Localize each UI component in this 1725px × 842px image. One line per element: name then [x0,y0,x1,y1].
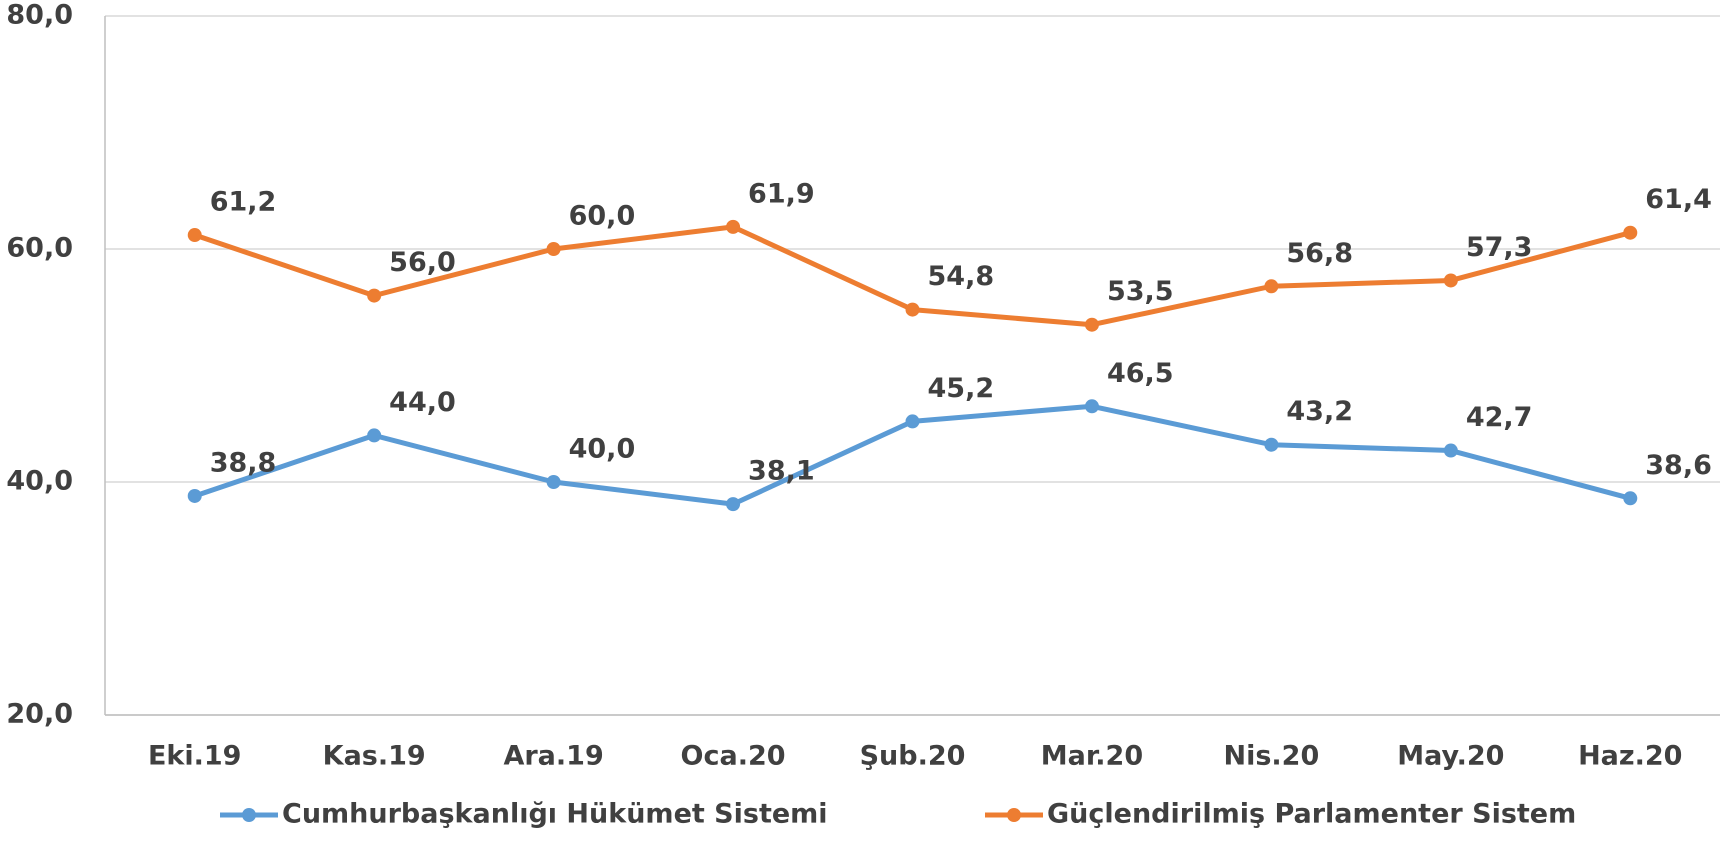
data-point [905,414,920,429]
data-point [1084,317,1099,332]
data-point [1623,491,1638,506]
y-tick-label: 20,0 [6,699,73,730]
y-tick-label: 40,0 [6,466,73,497]
legend-marker [1007,808,1021,822]
data-point [1623,225,1638,240]
data-point [1264,437,1279,452]
x-tick-label: Haz.20 [1578,741,1682,772]
data-point [1264,279,1279,294]
data-label: 61,4 [1645,184,1712,215]
x-tick-label: May.20 [1397,741,1504,772]
data-label: 60,0 [569,201,636,232]
data-label: 61,9 [748,178,815,209]
data-label: 54,8 [928,261,995,292]
x-tick-label: Oca.20 [681,741,786,772]
data-label: 53,5 [1107,276,1174,307]
data-point [546,242,561,256]
data-point [367,288,382,303]
data-label: 42,7 [1466,402,1533,433]
data-label: 38,1 [748,456,815,487]
data-label: 56,0 [389,247,456,278]
data-label: 43,2 [1286,396,1353,427]
data-point [1443,443,1458,458]
x-tick-label: Kas.19 [323,741,426,772]
data-point [187,228,202,243]
legend-label: Güçlendirilmiş Parlamenter Sistem [1047,799,1576,830]
data-label: 44,0 [389,387,456,418]
data-label: 46,5 [1107,358,1174,389]
y-tick-label: 60,0 [6,233,73,264]
data-label: 40,0 [569,434,636,465]
data-point [367,428,382,443]
data-point [905,302,920,317]
data-label: 56,8 [1286,238,1353,269]
y-tick-label: 80,0 [6,0,73,31]
data-label: 45,2 [928,373,995,404]
data-label: 61,2 [210,187,277,218]
data-point [1084,399,1099,414]
x-tick-label: Nis.20 [1224,741,1320,772]
x-tick-label: Mar.20 [1041,741,1143,772]
x-tick-label: Eki.19 [148,741,242,772]
data-point [726,219,741,234]
data-point [726,497,741,512]
legend-marker [242,808,256,822]
data-label: 38,8 [210,447,277,478]
data-label: 38,6 [1645,450,1712,481]
x-tick-label: Şub.20 [860,741,966,772]
x-tick-label: Ara.19 [503,741,603,772]
data-point [187,488,202,503]
legend-label: Cumhurbaşkanlığı Hükümet Sistemi [282,799,828,830]
data-label: 57,3 [1466,232,1533,263]
data-point [546,475,561,489]
data-point [1443,273,1458,288]
